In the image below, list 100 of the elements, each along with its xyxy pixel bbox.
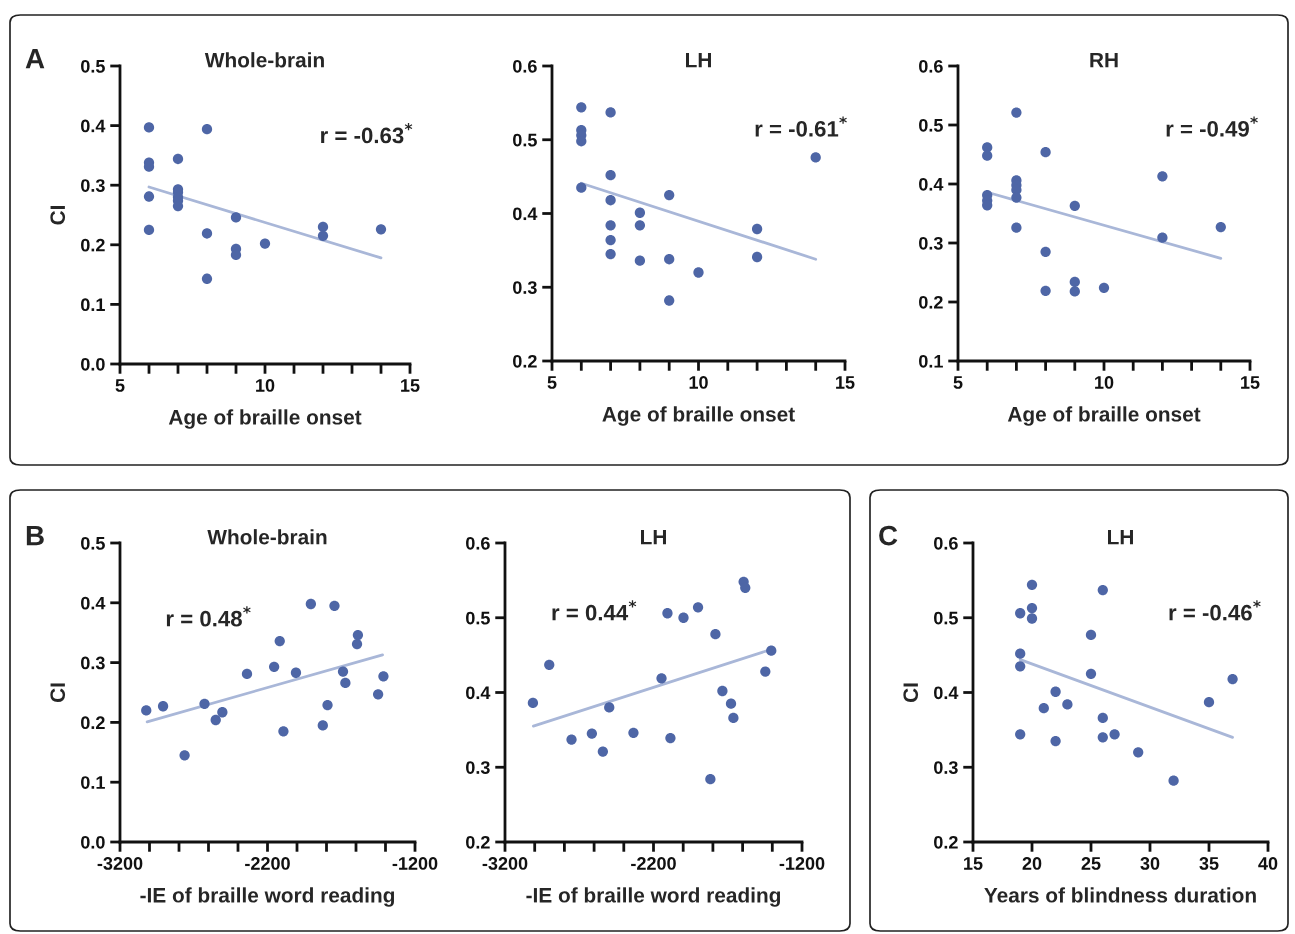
point bbox=[1157, 232, 1168, 243]
point bbox=[201, 228, 213, 239]
point bbox=[1133, 747, 1144, 758]
point bbox=[576, 182, 587, 193]
x-tick-label: 15 bbox=[964, 857, 983, 870]
point bbox=[566, 734, 577, 745]
chart-title: Whole-brain bbox=[204, 52, 324, 68]
point bbox=[1069, 276, 1080, 288]
x-tick-label: -2200 bbox=[631, 857, 676, 870]
point bbox=[597, 746, 609, 757]
x-axis-title: -IE of braille word reading bbox=[526, 887, 781, 907]
point bbox=[201, 273, 213, 284]
x-tick-label: -1200 bbox=[392, 857, 438, 870]
point bbox=[1069, 200, 1080, 211]
text: B bbox=[26, 526, 44, 546]
y-tick-label: 0.3 bbox=[81, 179, 105, 192]
point bbox=[664, 189, 675, 201]
y-tick-label: 0.0 bbox=[81, 835, 105, 849]
y-tick-label: 0.5 bbox=[466, 611, 490, 625]
point bbox=[678, 612, 689, 623]
y-tick-label: 0.2 bbox=[934, 835, 958, 849]
annotation: r = -0.46$^{*}$ bbox=[1169, 600, 1261, 621]
y-tick-label: 0.5 bbox=[934, 611, 958, 625]
point bbox=[710, 629, 721, 640]
point bbox=[665, 732, 676, 744]
x-tick-label: 10 bbox=[689, 376, 708, 389]
y-tick-label: 0.2 bbox=[919, 295, 943, 309]
y-tick-label: 0.6 bbox=[934, 536, 958, 550]
y-tick-label: 0.3 bbox=[466, 761, 490, 774]
x-axis-title: Age of braille onset bbox=[168, 409, 362, 429]
y-tick-label: 0.6 bbox=[919, 59, 943, 73]
chart-title: LH bbox=[1108, 529, 1133, 545]
y-tick-label: 0.4 bbox=[934, 686, 959, 700]
point bbox=[1015, 608, 1026, 619]
point bbox=[278, 726, 289, 737]
point bbox=[693, 267, 704, 278]
point bbox=[1038, 703, 1049, 714]
y-tick-label: 0.2 bbox=[81, 238, 105, 252]
x-axis-title: Age of braille onset bbox=[1007, 406, 1201, 426]
point bbox=[143, 224, 155, 236]
point bbox=[605, 248, 616, 260]
y-tick-label: 0.4 bbox=[919, 177, 944, 191]
point bbox=[268, 661, 280, 672]
x-tick-label: 15 bbox=[1241, 376, 1260, 389]
point bbox=[322, 699, 333, 711]
x-tick-label: 25 bbox=[1081, 857, 1101, 870]
point bbox=[692, 602, 704, 613]
point bbox=[340, 677, 351, 689]
point bbox=[1040, 246, 1051, 257]
x-tick-label: 5 bbox=[953, 376, 963, 389]
point bbox=[1011, 192, 1022, 203]
point bbox=[351, 638, 363, 650]
annotation: r = -0.61$^{*}$ bbox=[755, 116, 847, 137]
point bbox=[1157, 171, 1168, 182]
point bbox=[664, 254, 675, 265]
point bbox=[662, 608, 673, 619]
point bbox=[1109, 729, 1120, 740]
y-tick-label: 0.3 bbox=[919, 236, 943, 250]
point bbox=[179, 750, 190, 761]
point bbox=[230, 212, 242, 223]
y-tick-label: 0.2 bbox=[466, 835, 490, 849]
y-tick-label: 0.2 bbox=[513, 354, 537, 368]
y-tick-label: 0.3 bbox=[81, 656, 105, 670]
y-tick-label: 0.4 bbox=[81, 596, 106, 610]
y-tick-label: 0.5 bbox=[513, 133, 537, 147]
point bbox=[705, 774, 716, 785]
y-axis-title: CI bbox=[903, 683, 919, 703]
point bbox=[1227, 673, 1238, 685]
x-tick-label: 20 bbox=[1022, 857, 1042, 870]
point bbox=[605, 170, 616, 181]
x-axis-title: Age of braille onset bbox=[602, 406, 795, 426]
point bbox=[634, 220, 646, 231]
point bbox=[1026, 602, 1038, 614]
point bbox=[728, 712, 739, 724]
x-tick-label: -1200 bbox=[779, 857, 825, 870]
y-tick-label: 0.4 bbox=[513, 207, 538, 221]
y-tick-label: 0.5 bbox=[81, 536, 105, 550]
point bbox=[634, 255, 646, 266]
point bbox=[241, 668, 253, 680]
y-tick-label: 0.5 bbox=[81, 59, 105, 73]
point bbox=[259, 238, 271, 249]
point bbox=[1215, 221, 1226, 233]
point bbox=[751, 223, 763, 235]
point bbox=[1168, 775, 1179, 786]
x-tick-label: 30 bbox=[1140, 857, 1160, 870]
point bbox=[1069, 286, 1080, 297]
annotation: r = 0.44$^{*}$ bbox=[552, 600, 637, 621]
point bbox=[1015, 648, 1026, 659]
y-tick-label: 0.3 bbox=[513, 281, 537, 294]
point bbox=[210, 714, 221, 726]
y-tick-label: 0.6 bbox=[513, 59, 537, 73]
point bbox=[982, 150, 993, 161]
y-tick-label: 0.3 bbox=[934, 761, 958, 774]
point bbox=[586, 728, 598, 739]
point bbox=[634, 207, 646, 218]
point bbox=[656, 673, 667, 684]
annotation: r = 0.48$^{*}$ bbox=[166, 606, 251, 627]
chart-title: LH bbox=[686, 52, 711, 68]
x-tick-label: 40 bbox=[1258, 857, 1278, 870]
point bbox=[1011, 107, 1022, 118]
